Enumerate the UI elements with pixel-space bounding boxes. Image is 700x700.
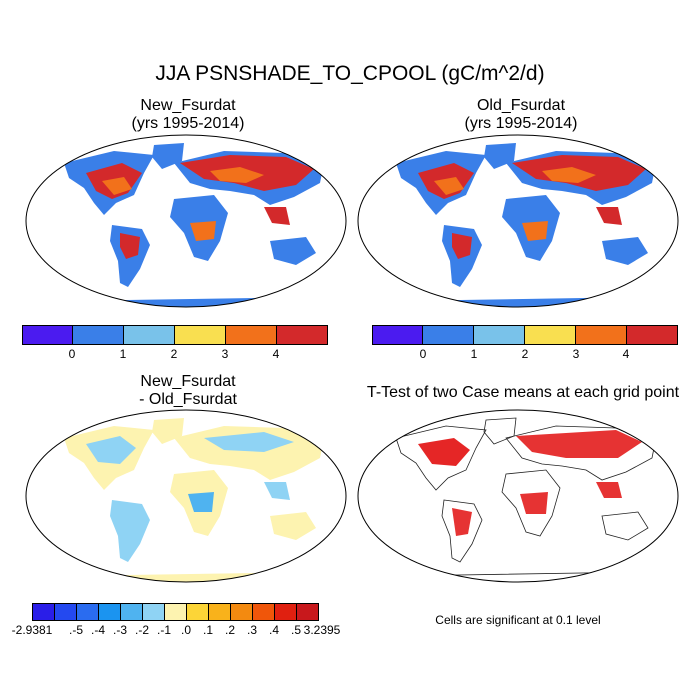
colorbar-diff-seg-12 [297,604,318,620]
colorbar-new-seg-1 [73,326,124,344]
colorbar-new-label: 3 [221,347,229,361]
panel-title-new: New_Fsurdat (yrs 1995-2014) [28,97,348,133]
colorbar-old-label: 2 [521,347,529,361]
colorbar-old-seg-0 [373,326,423,344]
panel-title-new-line1: New_Fsurdat [140,97,236,114]
colorbar-diff-label: .-4 [90,623,106,637]
colorbar-diff-seg-0 [33,604,55,620]
colorbar-new-seg-4 [226,326,277,344]
colorbar-old-seg-2 [474,326,525,344]
colorbar-new [22,325,328,345]
colorbar-diff-label: -2.9381 [11,623,53,637]
panel-title-ttest: T-Test of two Case means at each grid po… [366,384,680,401]
colorbar-diff-label: .-5 [68,623,84,637]
panel-title-diff: New_Fsurdat - Old_Fsurdat [28,373,348,409]
colorbar-diff-label: 3.2395 [303,623,341,637]
colorbar-diff-seg-4 [121,604,143,620]
colorbar-old-seg-4 [576,326,627,344]
colorbar-old-label: 3 [572,347,580,361]
panel-title-old: Old_Fsurdat (yrs 1995-2014) [356,97,686,133]
colorbar-diff-seg-5 [143,604,165,620]
colorbar-diff-seg-11 [275,604,297,620]
colorbar-diff [32,603,319,621]
colorbar-diff-seg-6 [165,604,187,620]
colorbar-diff-label: .-3 [112,623,128,637]
colorbar-new-label: 4 [272,347,280,361]
map-old-fsurdat [357,134,679,308]
colorbar-diff-label: .4 [268,623,280,637]
colorbar-new-seg-2 [124,326,175,344]
colorbar-old-label: 0 [419,347,427,361]
colorbar-old [372,325,678,345]
significance-note: Cells are significant at 0.1 level [435,613,601,627]
map-difference [25,409,347,583]
colorbar-old-label: 4 [622,347,630,361]
colorbar-old-seg-5 [627,326,677,344]
panel-title-diff-line1: New_Fsurdat [140,373,236,390]
panel-title-old-line2: (yrs 1995-2014) [464,115,578,132]
colorbar-new-seg-5 [277,326,327,344]
colorbar-diff-label: .1 [202,623,214,637]
panel-title-new-line2: (yrs 1995-2014) [131,115,245,132]
colorbar-diff-label: .-1 [156,623,172,637]
colorbar-diff-seg-7 [187,604,209,620]
panel-title-diff-line2: - Old_Fsurdat [139,391,237,408]
colorbar-new-seg-3 [175,326,226,344]
colorbar-diff-label: .3 [246,623,258,637]
colorbar-diff-label: .2 [224,623,236,637]
panel-title-old-line1: Old_Fsurdat [476,97,566,114]
colorbar-diff-seg-3 [99,604,121,620]
colorbar-diff-label: .0 [180,623,192,637]
colorbar-new-label: 0 [68,347,76,361]
colorbar-diff-seg-9 [231,604,253,620]
colorbar-old-label: 1 [470,347,478,361]
colorbar-diff-seg-8 [209,604,231,620]
colorbar-diff-seg-1 [55,604,77,620]
colorbar-diff-label: .5 [290,623,302,637]
colorbar-old-seg-3 [525,326,576,344]
colorbar-old-seg-1 [423,326,474,344]
colorbar-new-label: 1 [119,347,127,361]
colorbar-new-label: 2 [170,347,178,361]
map-new-fsurdat [25,134,347,308]
colorbar-diff-label: .-2 [134,623,150,637]
colorbar-diff-seg-2 [77,604,99,620]
map-ttest [357,409,679,583]
colorbar-new-seg-0 [23,326,73,344]
colorbar-diff-seg-10 [253,604,275,620]
figure-title: JJA PSNSHADE_TO_CPOOL (gC/m^2/d) [155,62,545,85]
